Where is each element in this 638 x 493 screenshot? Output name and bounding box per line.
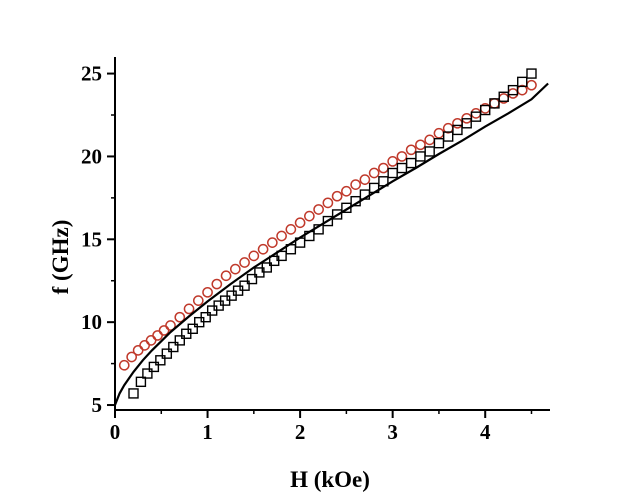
data-point-square	[415, 151, 426, 162]
y-tick-label: 5	[92, 393, 103, 417]
data-point-square	[155, 355, 166, 366]
data-point-circle	[202, 286, 213, 298]
data-point-circle	[220, 270, 232, 282]
data-point-circle	[118, 359, 130, 371]
data-point-circle	[183, 303, 195, 315]
data-point-circle	[294, 217, 306, 229]
data-point-square	[480, 104, 491, 116]
data-point-circle	[248, 250, 260, 262]
data-point-circle	[126, 351, 138, 363]
data-point-circle	[145, 335, 157, 346]
data-point-circle	[211, 278, 223, 290]
data-point-square	[526, 68, 537, 79]
data-point-square	[405, 157, 417, 169]
data-point-square	[187, 323, 198, 334]
data-point-circle	[257, 243, 269, 255]
data-point-square	[507, 84, 519, 96]
data-point-circle	[132, 344, 144, 356]
x-tick-label: 0	[110, 420, 121, 444]
data-point-circle	[331, 190, 343, 202]
data-point-square	[168, 341, 179, 353]
data-point-square	[148, 361, 160, 373]
x-tick-label: 3	[387, 420, 398, 444]
data-point-circle	[378, 162, 389, 174]
data-point-square	[424, 146, 435, 157]
data-point-circle	[526, 79, 537, 91]
data-point-circle	[368, 167, 380, 179]
data-point-circle	[165, 320, 176, 331]
data-point-square	[239, 280, 250, 291]
data-point-square	[396, 162, 408, 174]
x-tick-label: 1	[202, 420, 213, 444]
y-tick-label: 10	[81, 310, 102, 334]
data-point-circle	[285, 224, 297, 235]
data-point-square	[452, 124, 463, 136]
data-point-circle	[424, 134, 436, 146]
data-point-circle	[433, 127, 445, 139]
data-point-square	[470, 111, 482, 122]
data-point-square	[461, 118, 472, 129]
data-point-circle	[266, 237, 278, 248]
y-axis-title: f (GHz)	[48, 220, 73, 295]
data-point-circle	[415, 139, 426, 151]
data-point-square	[261, 262, 272, 273]
data-point-circle	[387, 156, 399, 167]
data-point-circle	[470, 107, 482, 119]
data-point-circle	[507, 88, 519, 99]
data-point-circle	[158, 325, 170, 336]
data-point-circle	[229, 263, 241, 275]
data-point-square	[517, 76, 528, 88]
data-point-square	[276, 250, 287, 262]
data-point-square	[489, 98, 500, 109]
data-point-circle	[313, 204, 324, 215]
data-point-square	[331, 209, 343, 220]
data-point-square	[442, 131, 454, 142]
data-point-square	[322, 215, 334, 227]
data-point-circle	[396, 151, 408, 162]
data-point-circle	[452, 117, 463, 129]
data-point-circle	[405, 144, 417, 156]
data-point-square	[387, 167, 398, 179]
y-tick-label: 25	[81, 62, 102, 86]
data-point-square	[128, 388, 139, 399]
data-point-circle	[192, 295, 204, 306]
data-point-circle	[152, 330, 163, 341]
data-point-circle	[276, 230, 287, 242]
data-point-square	[433, 137, 445, 149]
data-point-square	[161, 348, 173, 359]
data-point-circle	[359, 174, 371, 185]
fit-line	[113, 82, 549, 406]
data-point-circle	[350, 179, 361, 190]
data-point-square	[498, 91, 509, 102]
data-point-circle	[174, 311, 186, 323]
data-point-circle	[239, 257, 250, 268]
data-point-circle	[322, 197, 334, 209]
data-point-square	[142, 368, 153, 379]
data-point-square	[246, 273, 258, 285]
data-point-square	[174, 335, 185, 346]
data-point-square	[200, 311, 211, 323]
axes: 0 1 2 3 4 5 10 15 20 25	[81, 57, 550, 444]
data-point-circle	[304, 210, 315, 222]
y-tick-label: 15	[81, 227, 102, 251]
y-tick-label: 20	[81, 144, 102, 168]
data-point-square	[135, 376, 147, 388]
data-point-circle	[139, 340, 150, 351]
data-point-circle	[341, 185, 352, 197]
x-tick-label: 2	[295, 420, 306, 444]
plot-area	[113, 68, 549, 406]
x-tick-label: 4	[480, 420, 491, 444]
x-axis-title: H (kOe)	[290, 467, 370, 492]
data-point-circle	[489, 98, 500, 109]
